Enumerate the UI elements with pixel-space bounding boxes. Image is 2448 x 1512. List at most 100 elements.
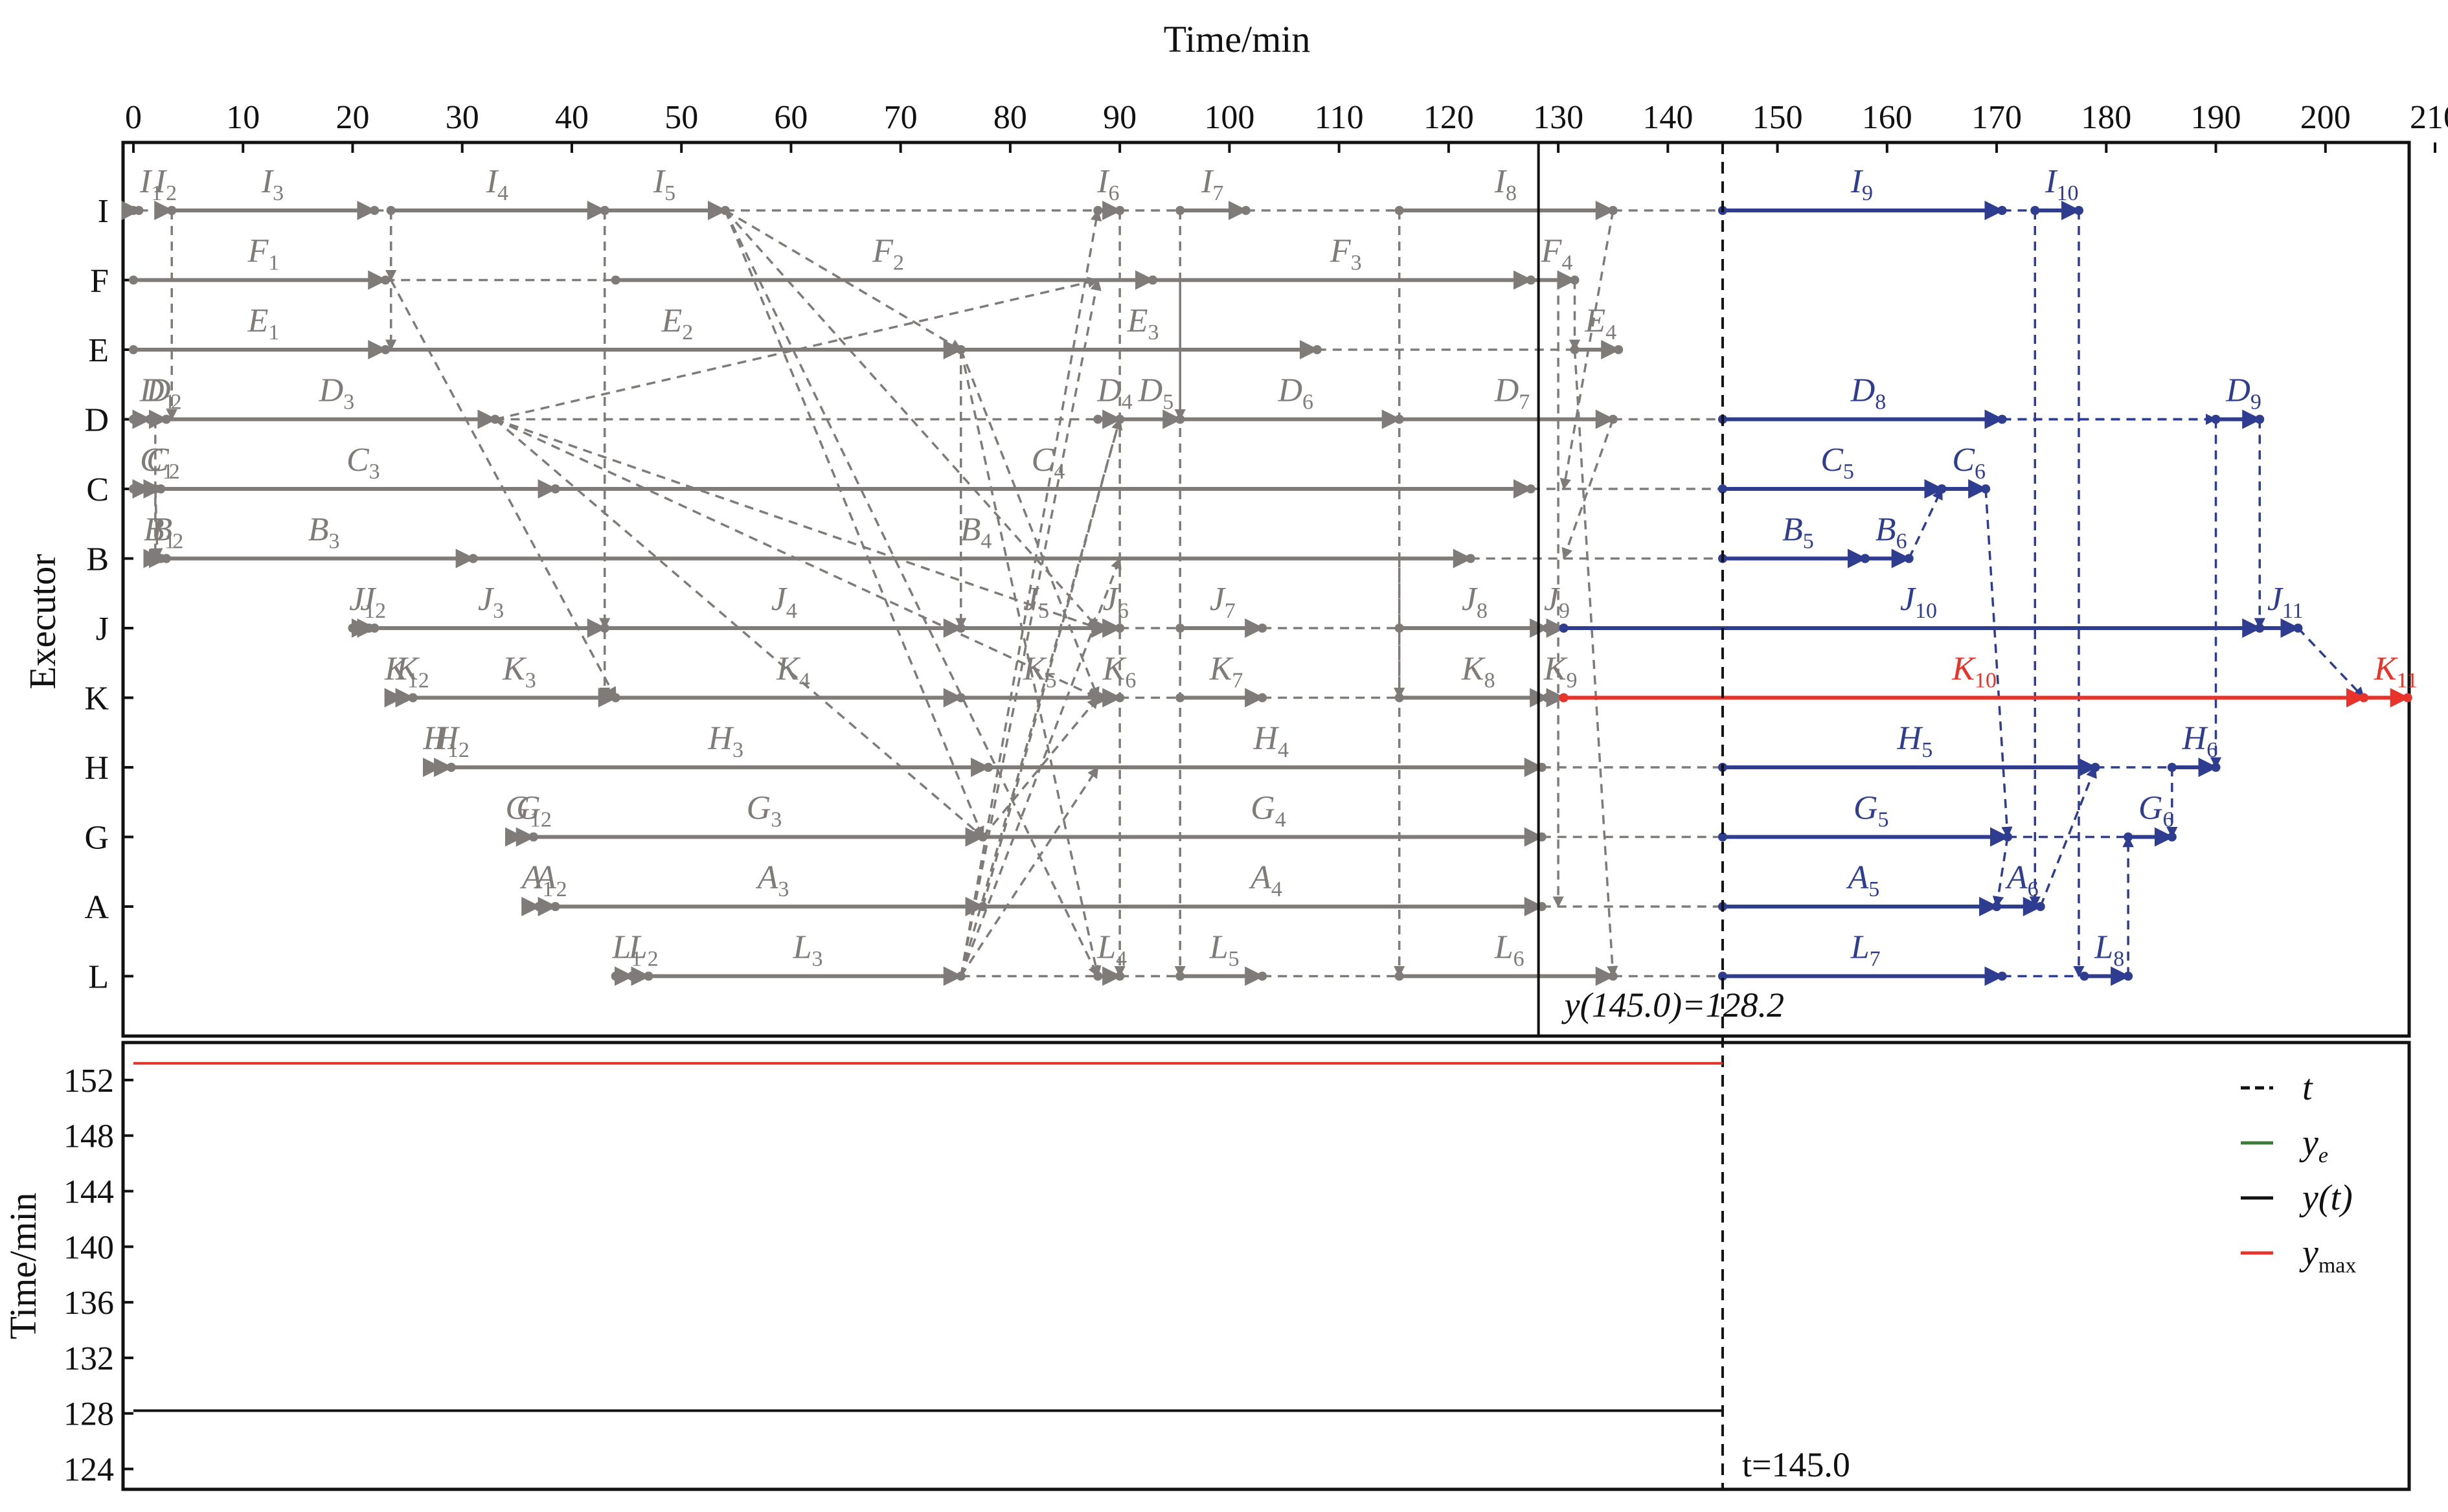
task-label-main: L (611, 929, 631, 966)
task-label-sub: 8 (2113, 947, 2124, 971)
task-label-sub: 6 (1513, 947, 1524, 971)
task-label: K2 (395, 651, 429, 693)
task-label-main: B (1876, 512, 1896, 548)
task-label-sub: 7 (1519, 390, 1530, 414)
task-node (129, 275, 138, 285)
now-label: t=145.0 (1742, 1445, 1850, 1484)
task-node (1543, 624, 1552, 633)
task-label-main: H (1252, 720, 1279, 757)
task-node (956, 624, 966, 633)
task-label-sub: 5 (1162, 390, 1173, 414)
task-label: J11 (2267, 581, 2304, 623)
x-tick-label: 40 (555, 99, 589, 136)
task-label-sub: 3 (732, 738, 743, 762)
task-node (1559, 624, 1569, 633)
task-label-main: J (1462, 581, 1479, 618)
task-label-sub: 4 (1605, 321, 1616, 344)
task-node (161, 414, 171, 424)
task-node (2124, 832, 2133, 842)
dependency-arrow (151, 488, 163, 560)
task-node (386, 693, 396, 703)
dependency-arrow (960, 209, 1102, 976)
task-node (523, 902, 533, 911)
task-label-main: K (1023, 651, 1047, 688)
task-label: H4 (1252, 720, 1289, 762)
dependency-arrow (1573, 349, 1618, 978)
task-node (1115, 206, 1125, 215)
task-node (490, 414, 500, 424)
legend-label-yt: y(t) (2299, 1178, 2353, 1218)
task-node (517, 832, 527, 842)
task-label: J10 (1900, 581, 1937, 623)
x-tick-label: 70 (884, 99, 918, 136)
task-label: A6 (2005, 859, 2039, 901)
task-node (1115, 414, 1125, 424)
task-node (1148, 275, 1157, 285)
task-node (1992, 902, 2002, 911)
x-axis-title: Time/min (1164, 18, 1311, 60)
dependency-arrow (960, 349, 1100, 699)
executor-label-B: B (86, 541, 109, 578)
task-label-sub: 1 (151, 181, 162, 205)
task-label: F2 (872, 233, 904, 275)
task-label-sub: 5 (1038, 599, 1049, 623)
task-node (978, 902, 988, 911)
task-label-sub: 2 (682, 321, 693, 344)
task-node (600, 206, 609, 215)
bottom-series (133, 1062, 1723, 1412)
task-label-sub: 2 (418, 669, 429, 693)
task-label-sub: 1 (164, 390, 176, 414)
task-label: G4 (1251, 790, 1286, 832)
task-node (506, 832, 516, 842)
x-tick-label: 120 (1423, 99, 1474, 136)
task-label: A1 (520, 859, 554, 901)
task-node (381, 345, 391, 354)
task-label-main: K (1461, 651, 1486, 688)
task-label: I8 (1494, 163, 1517, 205)
task-node (161, 554, 171, 563)
task-label-main: K (776, 651, 800, 688)
task-label-sub: 3 (273, 181, 284, 205)
task-node (600, 624, 609, 633)
task-node (1937, 484, 1947, 493)
task-label-sub: 3 (778, 877, 789, 901)
task-label: A4 (1249, 859, 1282, 901)
y-tick-label: 148 (63, 1118, 114, 1155)
task-label-main: K (1102, 651, 1127, 688)
task-label-main: H (1897, 720, 1923, 757)
task-label-main: F (1330, 233, 1352, 270)
y-tick-label: 132 (63, 1340, 114, 1377)
task-label-main: J (478, 581, 495, 618)
task-node (156, 206, 166, 215)
task-node (370, 206, 380, 215)
task-node (446, 763, 456, 772)
task-label: B2 (152, 512, 184, 554)
task-label: L7 (1850, 929, 1881, 971)
task-node (1543, 693, 1552, 703)
task-label-sub: 9 (1567, 669, 1578, 693)
legend-label-ye-sub: e (2318, 1144, 2328, 1168)
task-label-sub: 1 (268, 321, 279, 344)
task-label-sub: 5 (1046, 669, 1057, 693)
task-node (1104, 693, 1114, 703)
task-label-sub: 2 (541, 808, 552, 832)
task-label-main: A (1249, 859, 1271, 896)
task-label-sub: 5 (1803, 530, 1814, 554)
dependency-arrow (2039, 766, 2097, 907)
dependency-arrow (960, 278, 1102, 976)
task-node (1394, 971, 1404, 981)
task-label-main: L (628, 929, 648, 966)
task-node (1614, 345, 1624, 354)
task-node (1608, 414, 1618, 424)
task-label-sub: 5 (664, 181, 675, 205)
task-label-sub: 7 (1212, 181, 1223, 205)
task-label-main: A (520, 859, 543, 896)
task-label: L5 (1209, 929, 1240, 971)
task-label: B1 (144, 512, 176, 554)
task-node (2167, 832, 2177, 842)
x-tick-label: 100 (1204, 99, 1254, 136)
task-label-sub: 4 (1271, 877, 1282, 901)
task-node (424, 763, 434, 772)
x-tick-label: 110 (1315, 99, 1364, 136)
task-node (1394, 414, 1404, 424)
